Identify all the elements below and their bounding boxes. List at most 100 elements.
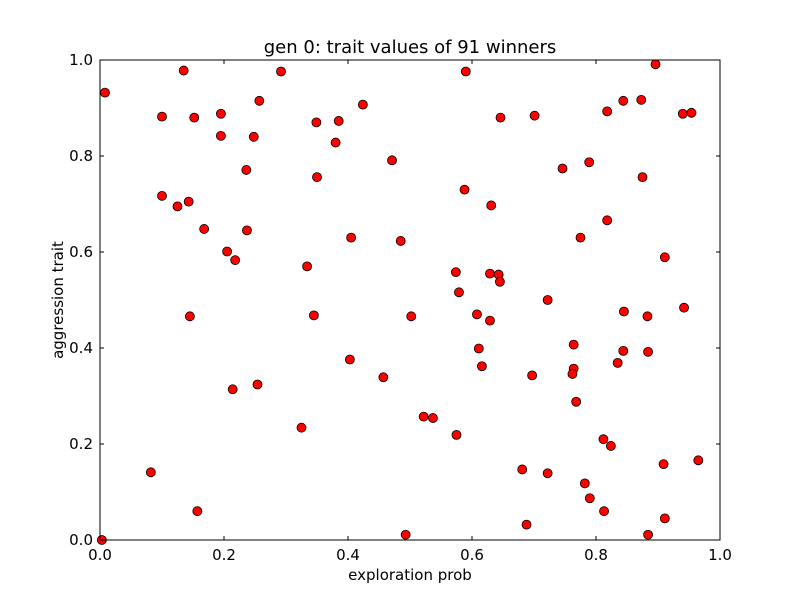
data-point — [215, 130, 226, 141]
data-point — [637, 172, 648, 183]
data-point — [485, 315, 495, 326]
data-point — [346, 232, 357, 243]
data-point — [602, 215, 613, 226]
data-point — [693, 455, 704, 466]
data-point — [192, 506, 203, 517]
data-point — [542, 295, 553, 305]
data-point — [584, 493, 595, 504]
data-point — [252, 379, 263, 390]
data-point — [575, 232, 586, 243]
y-tick-label: 0.8 — [69, 147, 93, 165]
data-point — [400, 529, 411, 540]
data-point — [241, 165, 252, 175]
data-point — [495, 112, 506, 123]
y-tick-labels: 0.0 0.2 0.4 0.6 0.8 1.0 — [69, 51, 93, 549]
y-tick-label: 0.2 — [69, 435, 93, 453]
data-point — [521, 519, 532, 530]
y-tick-label: 1.0 — [69, 51, 93, 69]
data-point — [242, 225, 252, 236]
data-point — [612, 357, 623, 368]
data-point — [387, 155, 397, 166]
data-point — [650, 59, 661, 70]
data-point — [454, 287, 464, 298]
data-point — [473, 343, 484, 354]
x-axis-label: exploration prob — [348, 566, 472, 584]
data-point — [472, 309, 482, 320]
y-tick-label: 0.0 — [69, 531, 93, 549]
data-point — [459, 184, 470, 195]
data-point — [418, 411, 429, 422]
data-point — [557, 163, 568, 174]
x-tick-label: 0.6 — [460, 546, 484, 564]
data-point — [178, 65, 189, 76]
x-tick-label: 0.8 — [584, 546, 608, 564]
data-point — [642, 311, 653, 322]
data-point — [494, 276, 505, 287]
data-point — [643, 346, 653, 357]
data-point — [172, 201, 183, 212]
data-point — [222, 246, 233, 257]
data-point — [477, 361, 487, 372]
data-point — [686, 107, 697, 118]
data-points — [96, 59, 704, 545]
data-point — [579, 478, 590, 489]
data-point — [312, 172, 322, 183]
data-point — [677, 108, 688, 119]
data-point — [189, 112, 200, 123]
data-point — [619, 306, 629, 317]
data-point — [618, 95, 629, 106]
y-tick-label: 0.6 — [69, 243, 93, 261]
data-point — [184, 311, 195, 322]
x-tick-labels: 0.0 0.2 0.4 0.6 0.8 1.0 — [88, 546, 732, 564]
x-tick-label: 0.0 — [88, 546, 112, 564]
data-point — [571, 396, 582, 407]
data-point — [330, 137, 341, 148]
data-point — [599, 506, 609, 517]
data-point — [450, 267, 461, 278]
data-point — [248, 131, 259, 142]
data-point — [658, 459, 669, 470]
data-point — [344, 354, 355, 365]
x-tick-label: 0.4 — [336, 546, 360, 564]
data-point — [357, 99, 368, 110]
data-point — [659, 513, 670, 524]
data-point — [636, 94, 647, 105]
x-tick-label: 1.0 — [708, 546, 732, 564]
data-point — [679, 302, 689, 313]
data-point — [659, 252, 670, 263]
data-point — [333, 116, 344, 126]
data-point — [643, 529, 653, 540]
data-point — [517, 464, 528, 475]
data-point — [308, 310, 319, 321]
data-point — [145, 467, 156, 478]
plot-frame — [99, 59, 721, 541]
plot-area-background — [100, 60, 720, 540]
data-point — [460, 66, 471, 77]
x-tick-label: 0.2 — [212, 546, 236, 564]
y-axis-label: aggression trait — [49, 241, 67, 359]
data-point — [183, 196, 194, 207]
y-tick-label: 0.4 — [69, 339, 93, 357]
data-point — [527, 370, 538, 381]
data-point — [618, 345, 629, 356]
data-point — [605, 441, 616, 451]
data-point — [568, 339, 579, 350]
data-point — [567, 369, 578, 379]
data-point — [451, 429, 462, 440]
data-point — [378, 372, 389, 383]
data-point — [584, 157, 595, 168]
data-point — [395, 236, 406, 246]
chart-title: gen 0: trait values of 91 winners — [264, 37, 557, 58]
data-point — [157, 111, 167, 122]
data-point — [215, 108, 226, 119]
data-point — [529, 110, 540, 121]
data-point — [311, 117, 322, 128]
data-point — [296, 422, 307, 433]
data-point — [227, 384, 238, 395]
data-point — [100, 87, 110, 98]
data-point — [542, 468, 553, 479]
data-point — [157, 190, 167, 201]
data-point — [598, 434, 609, 445]
data-point — [406, 311, 417, 322]
